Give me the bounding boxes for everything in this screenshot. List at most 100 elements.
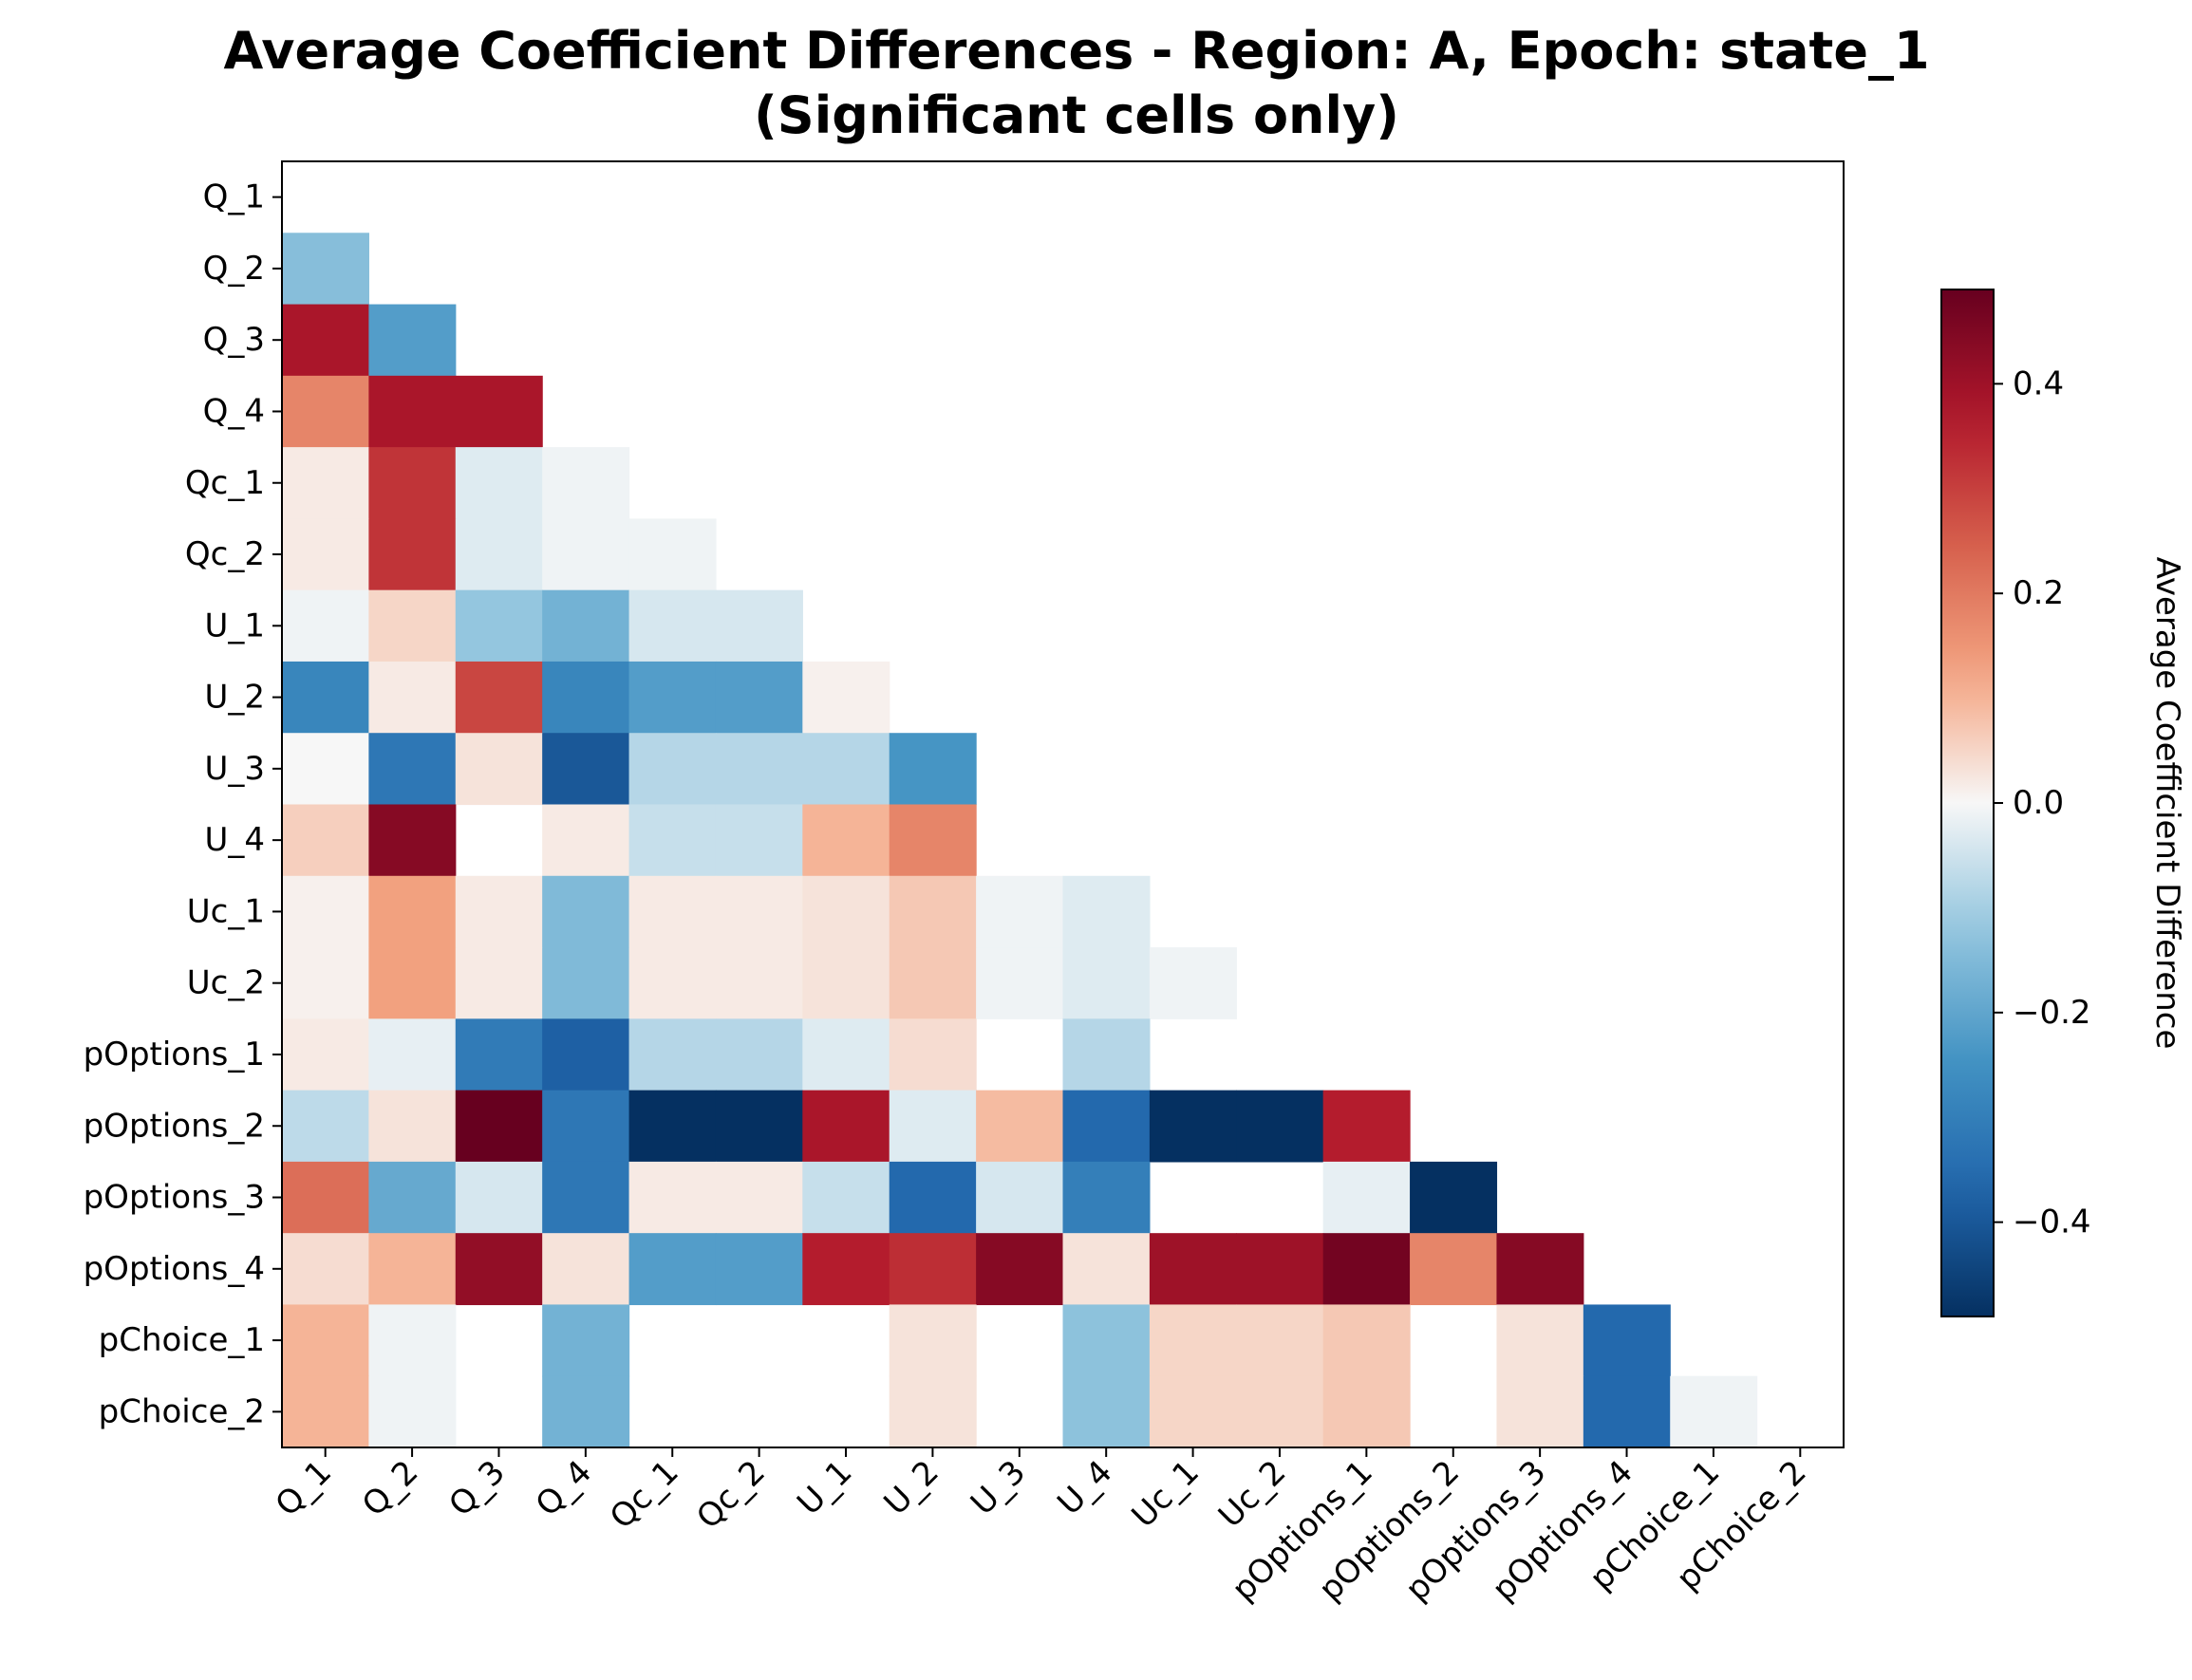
x-tick-label: Q_2 xyxy=(355,1453,426,1524)
heatmap-cell xyxy=(542,589,630,663)
heatmap-cell xyxy=(628,518,717,591)
heatmap-cell xyxy=(1322,1161,1411,1234)
heatmap-cell xyxy=(282,304,369,377)
heatmap-cell xyxy=(455,375,543,448)
heatmap-cell xyxy=(368,733,457,806)
heatmap-cell xyxy=(802,804,890,877)
heatmap-cell xyxy=(628,589,717,663)
heatmap-cell xyxy=(1236,1233,1324,1306)
heatmap-cell xyxy=(628,1233,717,1306)
x-tick-label: Q_4 xyxy=(529,1453,600,1524)
heatmap-cell xyxy=(889,804,977,877)
heatmap-cell xyxy=(628,875,717,948)
heatmap-cell xyxy=(889,947,977,1019)
heatmap-cell xyxy=(455,447,543,519)
heatmap-cell xyxy=(282,518,369,591)
x-tick-label: Q_3 xyxy=(441,1453,513,1524)
heatmap-cell xyxy=(455,1233,543,1306)
heatmap-cell xyxy=(1149,1090,1237,1163)
heatmap-cell xyxy=(542,1161,630,1234)
heatmap-cell xyxy=(715,875,803,948)
plot-frame xyxy=(281,160,1845,1448)
y-tick-label: Q_1 xyxy=(203,178,265,216)
heatmap-cell xyxy=(368,804,457,877)
x-tick-label: Uc_1 xyxy=(1125,1453,1207,1535)
heatmap-cell xyxy=(1496,1233,1584,1306)
heatmap-cell xyxy=(282,1090,369,1163)
y-tick-label: U_2 xyxy=(204,679,265,717)
heatmap-cell xyxy=(802,875,890,948)
heatmap-cell xyxy=(976,1233,1064,1306)
y-tick-label: pOptions_3 xyxy=(84,1179,265,1217)
heatmap-cell xyxy=(628,1161,717,1234)
heatmap-cell xyxy=(715,947,803,1019)
heatmap-cell xyxy=(1062,1018,1151,1092)
heatmap-cell xyxy=(889,1090,977,1163)
heatmap-cell xyxy=(282,875,369,948)
colorbar-tick-label: 0.4 xyxy=(2013,364,2064,402)
y-tick-label: Q_2 xyxy=(203,250,265,288)
heatmap-cell xyxy=(976,1161,1064,1234)
heatmap-cell xyxy=(282,1375,369,1448)
heatmap-cell xyxy=(889,1233,977,1306)
heatmap-cell xyxy=(368,1090,457,1163)
y-tick-label: pOptions_4 xyxy=(84,1250,265,1288)
heatmap-cell xyxy=(282,1018,369,1092)
heatmap-cell xyxy=(1236,1375,1324,1448)
heatmap-cell xyxy=(455,733,543,806)
heatmap-cell xyxy=(889,1018,977,1092)
heatmap-cell xyxy=(282,1304,369,1377)
heatmap-cell xyxy=(282,1233,369,1306)
heatmap-cell xyxy=(542,1018,630,1092)
x-tick-label: U_2 xyxy=(877,1453,946,1522)
x-axis: Q_1 Q_2 Q_3 Q_4 Qc_1 Qc_2 U_1 U_2 U_3 U_4 Uc_1 Uc_2… xyxy=(269,1447,1814,1609)
heatmap-cell xyxy=(889,1161,977,1234)
heatmap-cell xyxy=(1410,1161,1498,1234)
heatmap-cell xyxy=(368,947,457,1019)
heatmap-cell xyxy=(368,518,457,591)
y-tick-label: Uc_1 xyxy=(187,892,265,930)
chart-title: Average Coefficient Differences - Region… xyxy=(223,21,1929,81)
y-tick-label: U_4 xyxy=(204,821,265,859)
heatmap-cell xyxy=(715,661,803,734)
heatmap-cell xyxy=(1062,947,1151,1019)
y-tick-label: Qc_1 xyxy=(185,464,265,502)
heatmap-cell xyxy=(282,733,369,806)
heatmap-cell xyxy=(368,447,457,519)
heatmap-cell xyxy=(1670,1375,1758,1448)
heatmap-cell xyxy=(282,375,369,448)
heatmap-cell xyxy=(715,733,803,806)
heatmap-cell xyxy=(455,1018,543,1092)
heatmap-cell xyxy=(282,589,369,663)
colorbar-tick-label: 0.0 xyxy=(2013,784,2064,822)
heatmap-cell xyxy=(628,733,717,806)
heatmap-cell xyxy=(368,1304,457,1377)
heatmap-cell xyxy=(889,875,977,948)
y-tick-label: U_3 xyxy=(204,750,265,788)
heatmap-cell xyxy=(1322,1233,1411,1306)
heatmap-cell xyxy=(542,733,630,806)
y-tick-label: pOptions_1 xyxy=(84,1036,265,1073)
y-tick-label: pChoice_1 xyxy=(99,1321,265,1359)
heatmap-cell xyxy=(1583,1375,1671,1448)
heatmap-cell xyxy=(715,804,803,877)
heatmap-cell xyxy=(802,1018,890,1092)
heatmap-cell xyxy=(715,1233,803,1306)
heatmap-cell xyxy=(1062,1090,1151,1163)
heatmap-cell xyxy=(542,1233,630,1306)
heatmap-cell xyxy=(542,947,630,1019)
x-tick-label: U_4 xyxy=(1050,1453,1119,1522)
heatmap-cell xyxy=(628,1018,717,1092)
heatmap-cell xyxy=(542,1375,630,1448)
colorbar-tick-label: −0.2 xyxy=(2013,994,2091,1032)
heatmap-cells xyxy=(282,233,1758,1448)
heatmap-cell xyxy=(889,1304,977,1377)
heatmap-cell xyxy=(1583,1304,1671,1377)
heatmap-cell xyxy=(715,1090,803,1163)
heatmap-cell xyxy=(976,875,1064,948)
heatmap-cell xyxy=(282,947,369,1019)
heatmap-cell xyxy=(542,518,630,591)
heatmap-cell xyxy=(368,375,457,448)
heatmap-cell xyxy=(368,1233,457,1306)
